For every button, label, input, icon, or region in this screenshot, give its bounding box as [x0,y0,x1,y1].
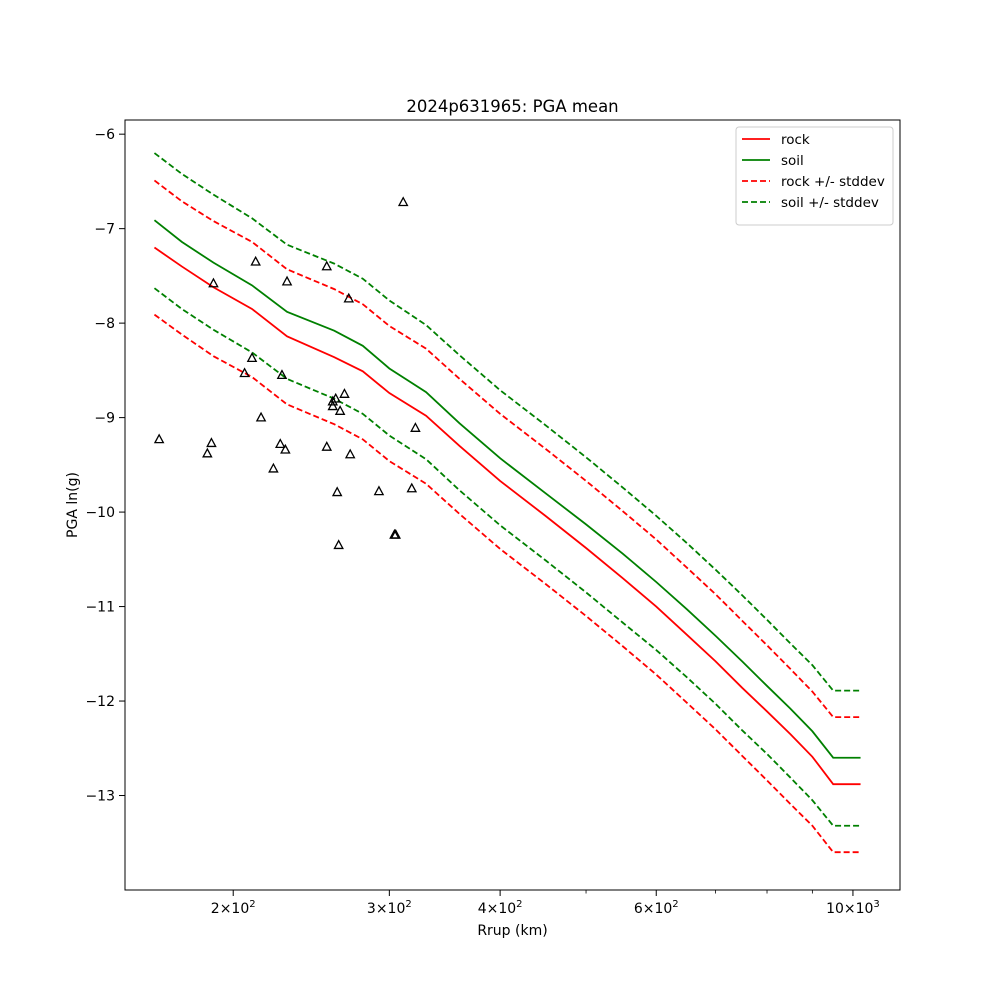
observation-point [334,405,346,415]
observation-point [397,196,409,207]
legend-label: rock +/- stddev [781,174,885,190]
x-tick-label: 4×102 [478,899,523,917]
observation-point [410,422,421,432]
y-tick-label: −6 [94,127,115,143]
observation-point [206,437,217,448]
y-tick-label: −13 [85,789,115,805]
legend-label: soil [781,153,804,169]
x-tick-label: 3×102 [367,899,412,917]
x-tick-label: 6×102 [634,899,679,917]
y-axis: −13 −12 −11 −10 −9 −8 −7 −6 [85,127,125,805]
y-tick-label: −8 [94,316,115,332]
observation-point [390,528,401,539]
observation-point [239,367,250,378]
observation-point [373,485,385,496]
observation-point [281,275,293,286]
y-tick-label: −7 [94,222,115,238]
observation-point [343,292,355,303]
series-line-soil-stddev [153,152,861,692]
observation-point [333,539,344,550]
plot-frame [124,119,901,891]
observation-point [406,482,418,493]
observation-point [250,255,261,266]
y-axis-title: PGA ln(g) [65,472,81,538]
series-line-rock-stddev-lower [153,313,861,854]
observation-point [274,438,286,449]
observation-point [280,443,291,454]
y-tick-label: −9 [94,411,115,427]
observation-point [246,352,258,363]
chart-title: 2024p631965: PGA mean [406,97,618,116]
series-line-rock-stddev [153,179,861,718]
observation-point [327,400,339,411]
legend-label: soil +/- stddev [781,195,879,211]
observation-point [153,433,165,444]
y-tick-label: −11 [85,600,115,616]
observation-point [321,260,333,271]
legend: rock soil rock +/- stddev soil +/- stddev [735,126,894,226]
y-tick-label: −10 [85,505,115,521]
x-tick-label: 10×103 [826,899,880,917]
x-axis-title: Rrup (km) [477,923,547,939]
series-layer [153,152,861,854]
observation-point [255,411,267,422]
observation-point [327,395,339,406]
observation-point [276,369,288,380]
series-line-soil [153,219,861,759]
observation-point [331,486,343,497]
observation-points [153,196,421,550]
y-tick-label: −12 [85,694,115,710]
x-axis: 2×102 3×102 4×102 6×102 10×103 [211,890,880,917]
observation-point [208,277,219,288]
plot-area [124,119,901,891]
observation-point [202,447,213,458]
observation-point [321,441,333,451]
observation-point [344,448,356,459]
legend-label: rock [781,132,810,148]
x-tick-label: 2×102 [211,899,256,917]
legend-box [735,126,894,226]
observation-point [330,392,342,403]
series-line-soil-stddev-lower [153,287,861,827]
observation-point [339,388,350,398]
series-line-rock [153,246,861,786]
observation-point [268,462,279,473]
